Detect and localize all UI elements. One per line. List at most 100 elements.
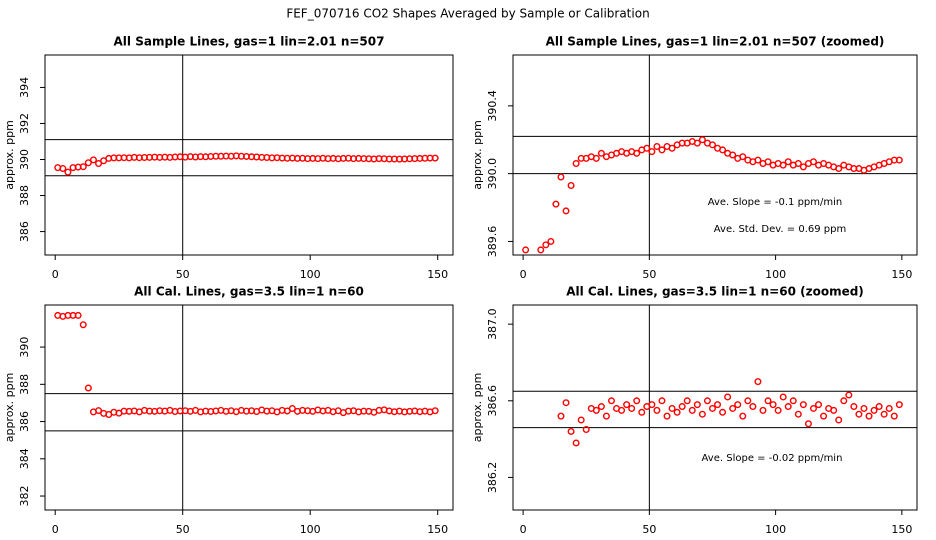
point [835,416,843,424]
point [643,144,651,152]
point [895,156,903,164]
point [597,149,605,157]
point [633,149,641,157]
point [779,393,787,401]
point [653,143,661,151]
panel-title: All Cal. Lines, gas=3.5 lin=1 n=60 (zoom… [566,285,864,299]
point [648,401,656,409]
point [759,406,767,414]
y-tick-label: 394 [18,77,31,98]
point [95,159,103,167]
x-tick-label: 0 [52,523,59,536]
point [698,410,706,418]
point [794,159,802,167]
point [673,408,681,416]
x-tick-label: 150 [427,523,448,536]
point [880,410,888,418]
point [703,397,711,405]
point [582,426,590,434]
y-tick-label: 388 [18,374,31,395]
point [633,397,641,405]
point [870,406,878,414]
point [809,404,817,412]
y-axis-label: approx. ppm [3,120,16,190]
point [628,404,636,412]
y-tick-label: 384 [18,448,31,469]
y-axis-label: approx. ppm [471,373,484,443]
panel-title: All Cal. Lines, gas=3.5 lin=1 n=60 [134,285,364,299]
point [769,401,777,409]
x-tick-label: 0 [520,523,527,536]
x-tick-label: 0 [52,268,59,281]
point [764,158,772,166]
point [845,391,853,399]
y-tick-label: 390 [18,149,31,170]
y-tick-label: 392 [18,113,31,134]
point [533,289,539,295]
point [602,412,610,420]
point [553,168,559,174]
point [729,151,737,159]
point [623,401,631,409]
point [835,165,843,173]
point [648,148,656,156]
panel-title: All Sample Lines, gas=1 lin=2.01 n=507 (… [546,35,885,49]
point [89,156,97,164]
y-tick-label: 388 [18,185,31,206]
point [592,154,600,162]
x-tick-label: 0 [520,268,527,281]
point [739,412,747,420]
point [95,407,103,415]
x-tick-label: 150 [891,523,912,536]
panel-title: All Sample Lines, gas=1 lin=2.01 n=507 [114,35,385,49]
point [567,427,575,435]
point [522,246,530,254]
point [557,412,565,420]
point [552,200,560,208]
point [895,401,903,409]
plot-box [44,54,454,256]
point [850,403,858,411]
point [562,399,570,407]
point [724,393,732,401]
point [698,136,706,144]
point [789,397,797,405]
plot-area [513,55,917,295]
point [708,141,716,149]
point [809,158,817,166]
y-tick-label: 390.0 [486,158,499,190]
point [754,156,762,164]
point [754,378,762,386]
point [84,159,92,167]
plot-box [44,304,454,511]
y-tick-label: 387.0 [486,308,499,340]
point [74,311,82,319]
point [815,401,823,409]
point [708,404,716,412]
point [840,397,848,405]
point [618,406,626,414]
point [658,146,666,154]
point [739,153,747,161]
x-tick-label: 150 [891,268,912,281]
plot-area [513,168,917,510]
point [537,246,545,254]
annotation: Ave. Slope = -0.02 ppm/min [702,453,843,464]
figure-title: FEF_070716 CO2 Shapes Averaged by Sample… [286,7,649,21]
point [572,439,580,447]
point [729,404,737,412]
point [79,321,87,329]
point [542,241,550,249]
point [84,384,92,392]
y-tick-label: 389.6 [486,226,499,258]
point [557,173,565,181]
x-tick-label: 50 [642,523,656,536]
point [562,207,570,215]
point [638,408,646,416]
x-tick-label: 50 [176,523,190,536]
y-tick-label: 386.2 [486,462,499,494]
y-tick-label: 382 [18,486,31,507]
point [678,403,686,411]
